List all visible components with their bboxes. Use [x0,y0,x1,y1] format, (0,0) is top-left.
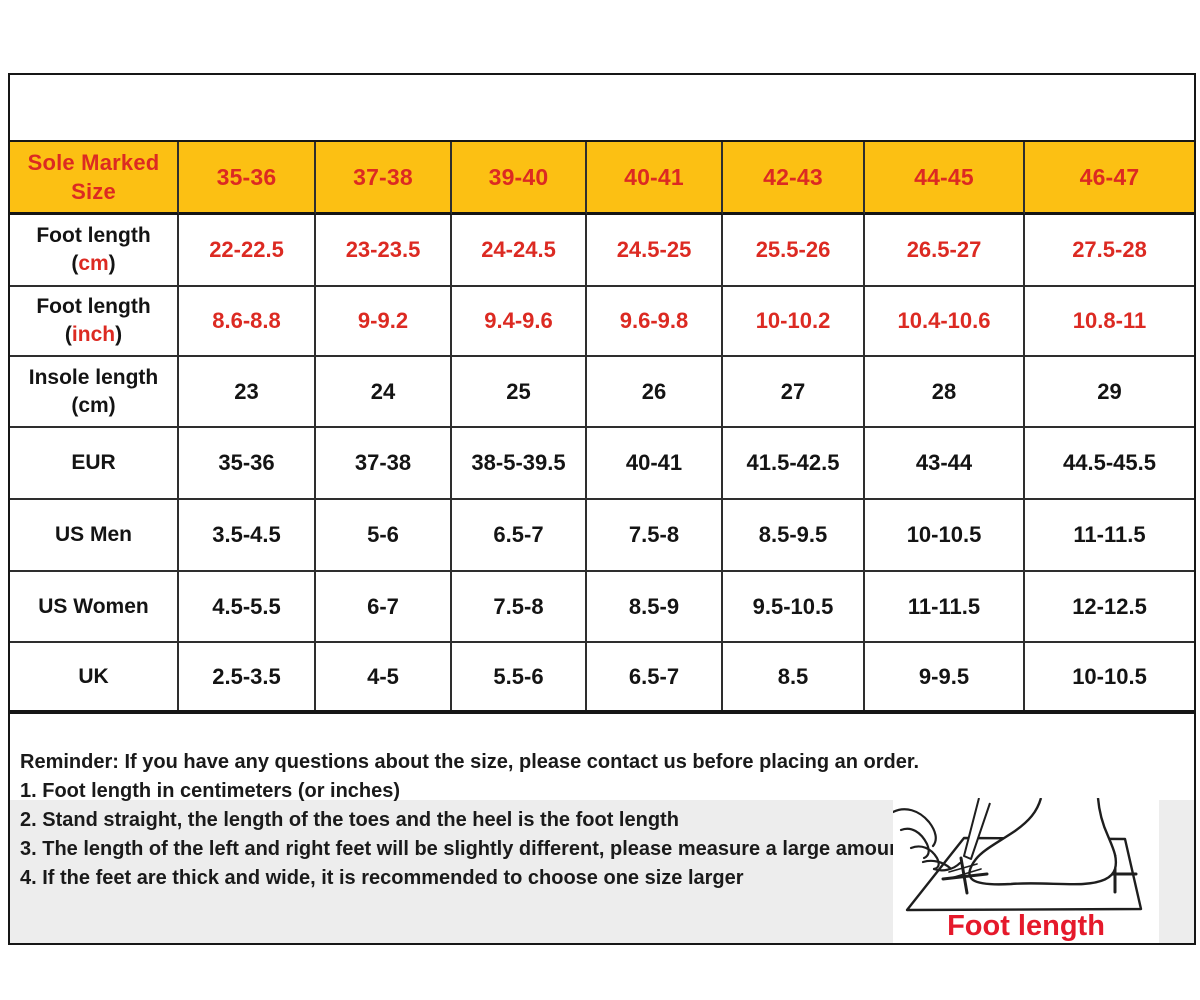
cell-insole-39-40: 25 [452,357,587,428]
cell-foot-inch-46-47: 10.8-11 [1025,287,1194,357]
foot-length-caption: Foot length [947,910,1105,942]
row-label-us-men: US Men [10,500,179,572]
row-label-text: Foot length [36,224,151,247]
corner-header-line2: Size [71,179,116,204]
cell-usmen-40-41: 7.5-8 [587,500,723,572]
cell-uk-39-40: 5.5-6 [452,643,587,710]
unit-paren-close: ) [108,393,116,417]
corner-header-line1: Sole Marked [27,150,160,175]
cell-insole-40-41: 26 [587,357,723,428]
cell-eur-46-47: 44.5-45.5 [1025,428,1194,500]
cell-usmen-44-45: 10-10.5 [865,500,1025,572]
row-label-unit: (cm) [71,392,115,420]
reminder-notes-box: Reminder: If you have any questions abou… [8,712,1196,945]
column-header-37-38: 37-38 [316,142,452,215]
cell-eur-39-40: 38-5-39.5 [452,428,587,500]
row-label-text: Foot length [36,295,151,318]
cell-uk-44-45: 9-9.5 [865,643,1025,710]
cell-usmen-42-43: 8.5-9.5 [723,500,865,572]
column-header-46-47: 46-47 [1025,142,1194,215]
cell-foot-inch-37-38: 9-9.2 [316,287,452,357]
row-label-foot-length-cm: Foot length (cm) [10,215,179,287]
cell-eur-37-38: 37-38 [316,428,452,500]
row-label-eur: EUR [10,428,179,500]
unit-text: cm [78,393,109,417]
column-header-42-43: 42-43 [723,142,865,215]
unit-paren-open: ( [71,252,79,275]
cell-foot-cm-39-40: 24-24.5 [452,215,587,287]
cell-uk-37-38: 4-5 [316,643,452,710]
cell-foot-cm-35-36: 22-22.5 [179,215,316,287]
cell-uk-42-43: 8.5 [723,643,865,710]
cell-foot-cm-40-41: 24.5-25 [587,215,723,287]
cell-foot-cm-46-47: 27.5-28 [1025,215,1194,287]
row-label-foot-length-inch: Foot length (inch) [10,287,179,357]
cell-foot-cm-37-38: 23-23.5 [316,215,452,287]
cell-foot-inch-42-43: 10-10.2 [723,287,865,357]
empty-top-row [10,75,1194,142]
pen [963,798,991,860]
row-label-us-women: US Women [10,572,179,643]
row-label-uk: UK [10,643,179,710]
notes-text-block: Reminder: If you have any questions abou… [20,748,920,893]
cell-insole-44-45: 28 [865,357,1025,428]
hand [893,808,982,879]
unit-paren-open: ( [71,393,79,417]
cell-uswomen-46-47: 12-12.5 [1025,572,1194,643]
column-header-44-45: 44-45 [865,142,1025,215]
cell-uswomen-44-45: 11-11.5 [865,572,1025,643]
note-item-2: 2. Stand straight, the length of the toe… [20,809,679,831]
cell-insole-42-43: 27 [723,357,865,428]
unit-paren-close: ) [108,252,116,275]
unit-paren-close: ) [115,323,123,346]
cell-usmen-35-36: 3.5-4.5 [179,500,316,572]
cell-usmen-39-40: 6.5-7 [452,500,587,572]
cell-foot-inch-39-40: 9.4-9.6 [452,287,587,357]
cell-eur-35-36: 35-36 [179,428,316,500]
column-header-40-41: 40-41 [587,142,723,215]
unit-paren-open: ( [64,323,72,346]
cell-foot-inch-44-45: 10.4-10.6 [865,287,1025,357]
note-item-1: 1. Foot length in centimeters (or inches… [20,780,401,802]
cell-uk-46-47: 10-10.5 [1025,643,1194,710]
column-header-39-40: 39-40 [452,142,587,215]
foot-measurement-illustration: Foot length [893,798,1143,942]
cell-uk-40-41: 6.5-7 [587,643,723,710]
unit-text: cm [78,252,109,275]
foot-measurement-figure: Foot length [893,798,1159,943]
note-item-4: 4. If the feet are thick and wide, it is… [20,867,744,889]
cell-uswomen-37-38: 6-7 [316,572,452,643]
cell-uswomen-35-36: 4.5-5.5 [179,572,316,643]
row-label-unit: (inch) [65,321,122,349]
row-label-unit: (cm) [71,250,115,278]
cell-foot-inch-40-41: 9.6-9.8 [587,287,723,357]
row-label-text: Insole length [28,365,159,389]
cell-usmen-37-38: 5-6 [316,500,452,572]
note-item-3: 3. The length of the left and right feet… [20,838,914,860]
column-header-35-36: 35-36 [179,142,316,215]
foot-outline [968,798,1118,886]
cell-foot-cm-42-43: 25.5-26 [723,215,865,287]
size-chart-table: Sole Marked Size 35-36 37-38 39-40 40-41… [8,73,1196,712]
row-label-insole-length: Insole length (cm) [10,357,179,428]
reminder-line: Reminder: If you have any questions abou… [20,751,920,773]
unit-text: inch [71,323,116,346]
cell-uswomen-42-43: 9.5-10.5 [723,572,865,643]
cell-uk-35-36: 2.5-3.5 [179,643,316,710]
cell-uswomen-40-41: 8.5-9 [587,572,723,643]
cell-uswomen-39-40: 7.5-8 [452,572,587,643]
cell-usmen-46-47: 11-11.5 [1025,500,1194,572]
cell-foot-cm-44-45: 26.5-27 [865,215,1025,287]
cell-insole-46-47: 29 [1025,357,1194,428]
cell-foot-inch-35-36: 8.6-8.8 [179,287,316,357]
corner-header-cell: Sole Marked Size [10,142,179,215]
cell-eur-40-41: 40-41 [587,428,723,500]
cell-eur-42-43: 41.5-42.5 [723,428,865,500]
cell-insole-35-36: 23 [179,357,316,428]
cell-eur-44-45: 43-44 [865,428,1025,500]
cell-insole-37-38: 24 [316,357,452,428]
